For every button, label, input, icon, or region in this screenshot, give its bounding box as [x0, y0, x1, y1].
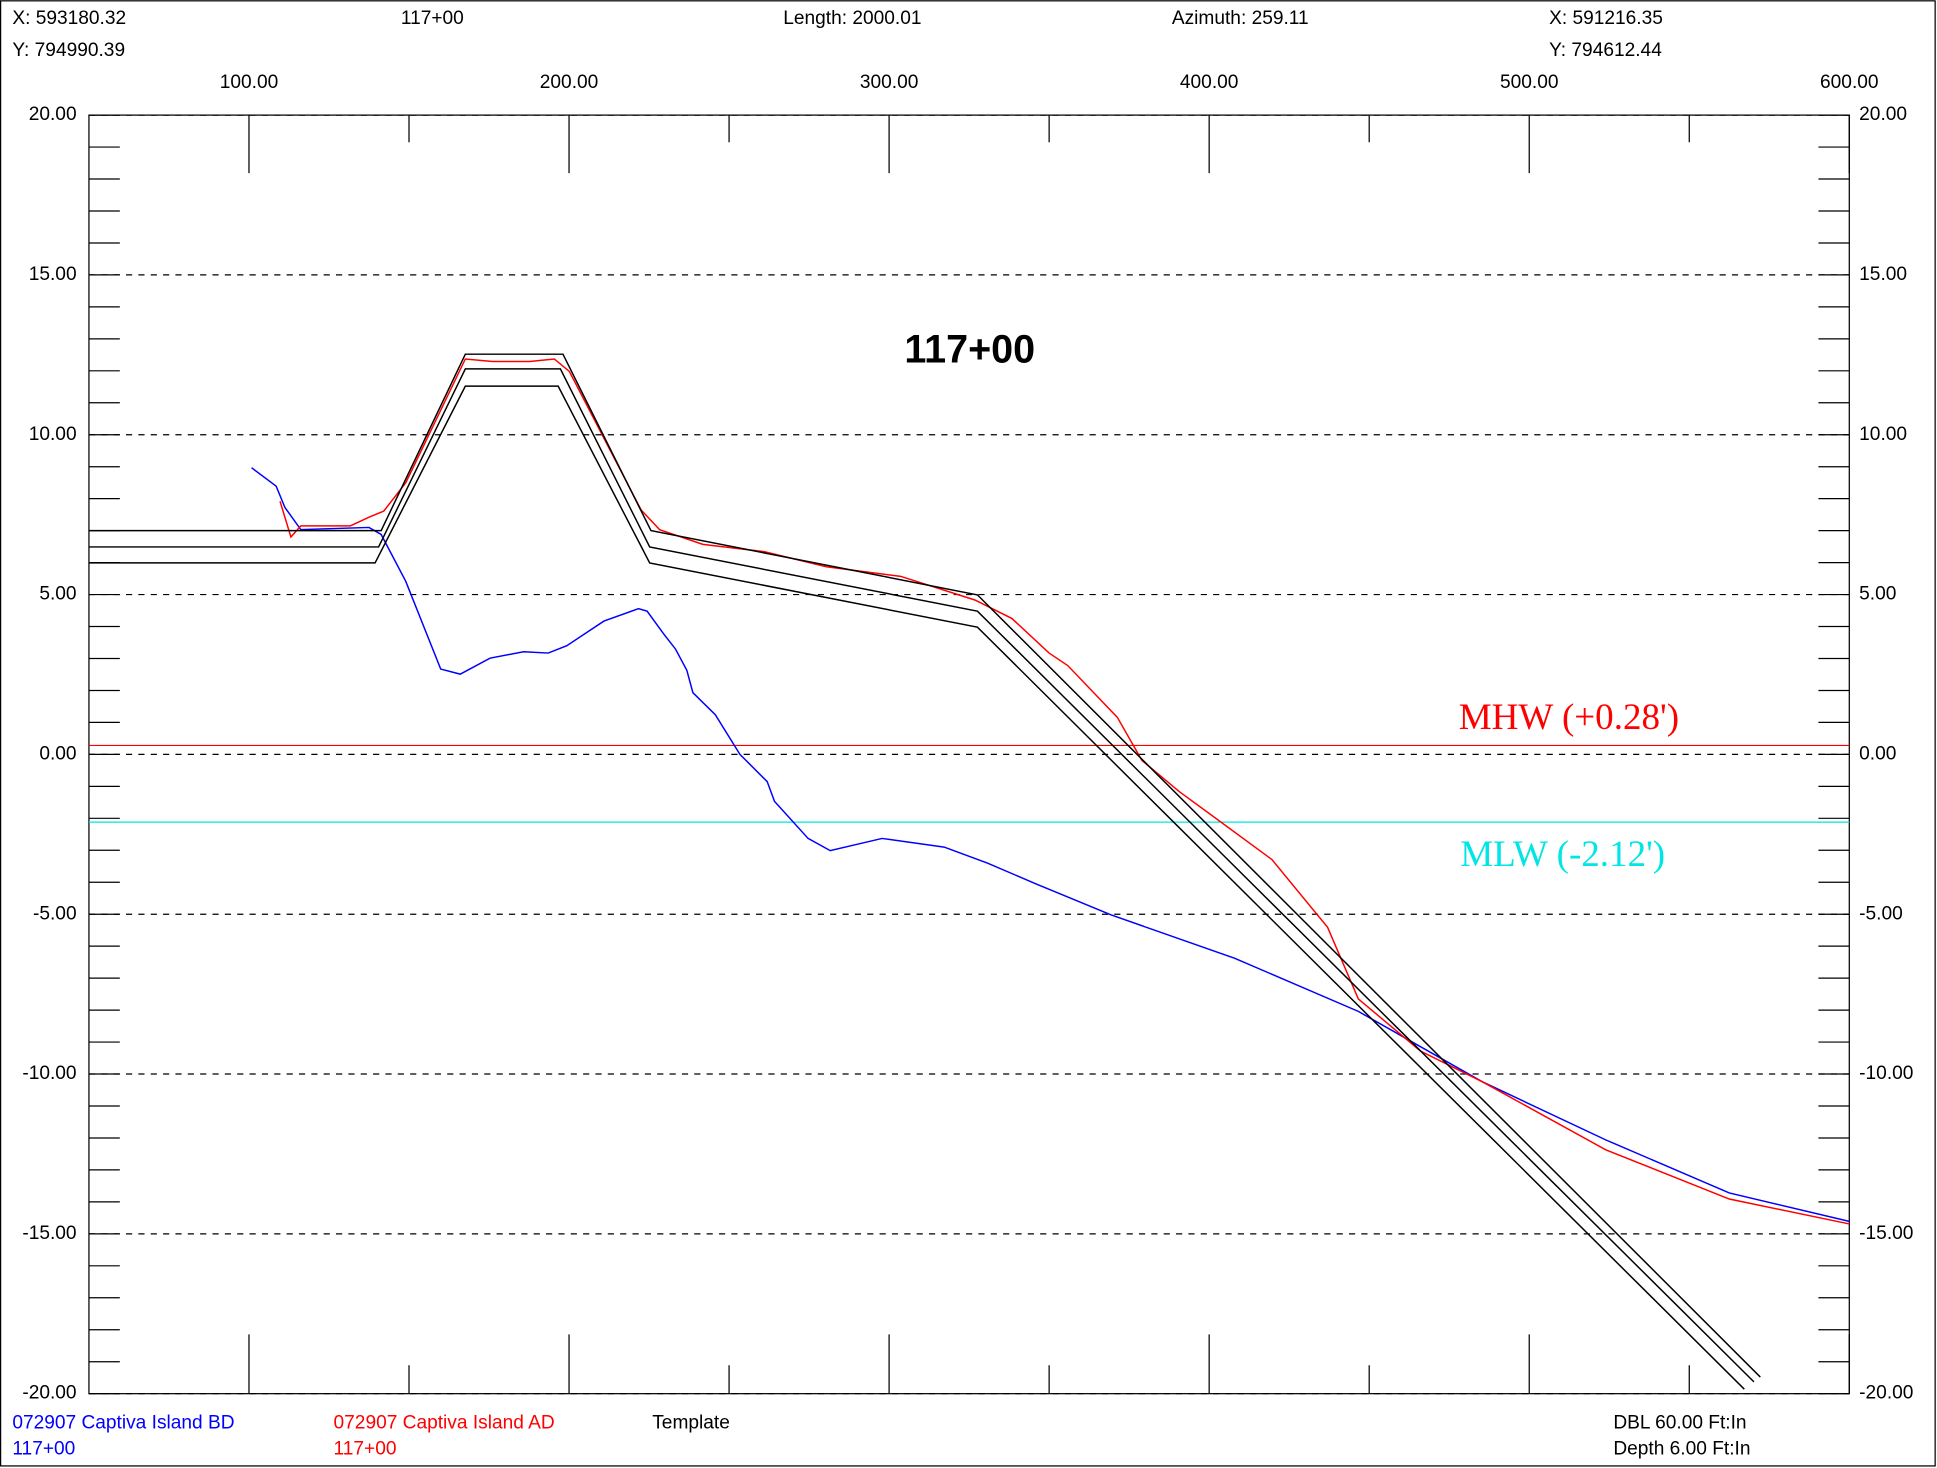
- y-tick-label-left: 0.00: [39, 743, 76, 764]
- y-tick-label-right: -15.00: [1859, 1223, 1913, 1244]
- tide-label: MLW (-2.12'): [1460, 834, 1665, 875]
- template-line: [88, 368, 1755, 1383]
- x-tick-label: 200.00: [540, 72, 599, 93]
- y-tick-label-right: 5.00: [1859, 584, 1896, 605]
- scale-note: Depth 6.00 Ft:In: [1613, 1438, 1750, 1459]
- y-tick-label-right: -20.00: [1859, 1383, 1913, 1404]
- template-line: [88, 353, 1761, 1378]
- y-tick-label-right: 15.00: [1859, 264, 1907, 285]
- y-tick-label-right: -10.00: [1859, 1063, 1913, 1084]
- x-tick-label: 100.00: [220, 72, 279, 93]
- chart-title: 117+00: [904, 328, 1035, 372]
- legend-station: 117+00: [12, 1438, 75, 1459]
- y-tick-label-left: 5.00: [39, 584, 76, 605]
- profile-line: [251, 467, 1850, 1223]
- scale-note: DBL 60.00 Ft:In: [1613, 1412, 1746, 1433]
- azimuth: Azimuth: 259.11: [1172, 8, 1309, 29]
- y-tick-label-right: -5.00: [1859, 903, 1903, 924]
- y-tick-label-right: 10.00: [1859, 424, 1907, 445]
- end-x: X: 591216.35: [1549, 8, 1663, 29]
- end-y: Y: 794612.44: [1549, 40, 1662, 61]
- y-tick-label-right: 0.00: [1859, 743, 1896, 764]
- y-tick-label-left: -5.00: [33, 903, 77, 924]
- legend-name: 072907 Captiva Island BD: [12, 1412, 234, 1433]
- station: 117+00: [401, 8, 464, 29]
- start-x: X: 593180.32: [12, 8, 126, 29]
- legend-station: 117+00: [334, 1438, 397, 1459]
- template-line: [88, 385, 1745, 1390]
- legend-name: 072907 Captiva Island AD: [334, 1412, 555, 1433]
- profile-line: [279, 358, 1850, 1225]
- y-tick-label-left: 20.00: [29, 104, 77, 125]
- length: Length: 2000.01: [783, 8, 921, 29]
- x-tick-label: 300.00: [860, 72, 919, 93]
- legend-name: Template: [652, 1412, 730, 1433]
- y-tick-label-right: 20.00: [1859, 104, 1907, 125]
- y-tick-label-left: 10.00: [29, 424, 77, 445]
- x-tick-label: 600.00: [1820, 72, 1879, 93]
- y-tick-label-left: 15.00: [29, 264, 77, 285]
- y-tick-label-left: -15.00: [22, 1223, 76, 1244]
- x-tick-label: 500.00: [1500, 72, 1559, 93]
- start-y: Y: 794990.39: [12, 40, 125, 61]
- x-tick-label: 400.00: [1180, 72, 1239, 93]
- y-tick-label-left: -20.00: [22, 1383, 76, 1404]
- y-tick-label-left: -10.00: [22, 1063, 76, 1084]
- tide-label: MHW (+0.28'): [1459, 697, 1679, 738]
